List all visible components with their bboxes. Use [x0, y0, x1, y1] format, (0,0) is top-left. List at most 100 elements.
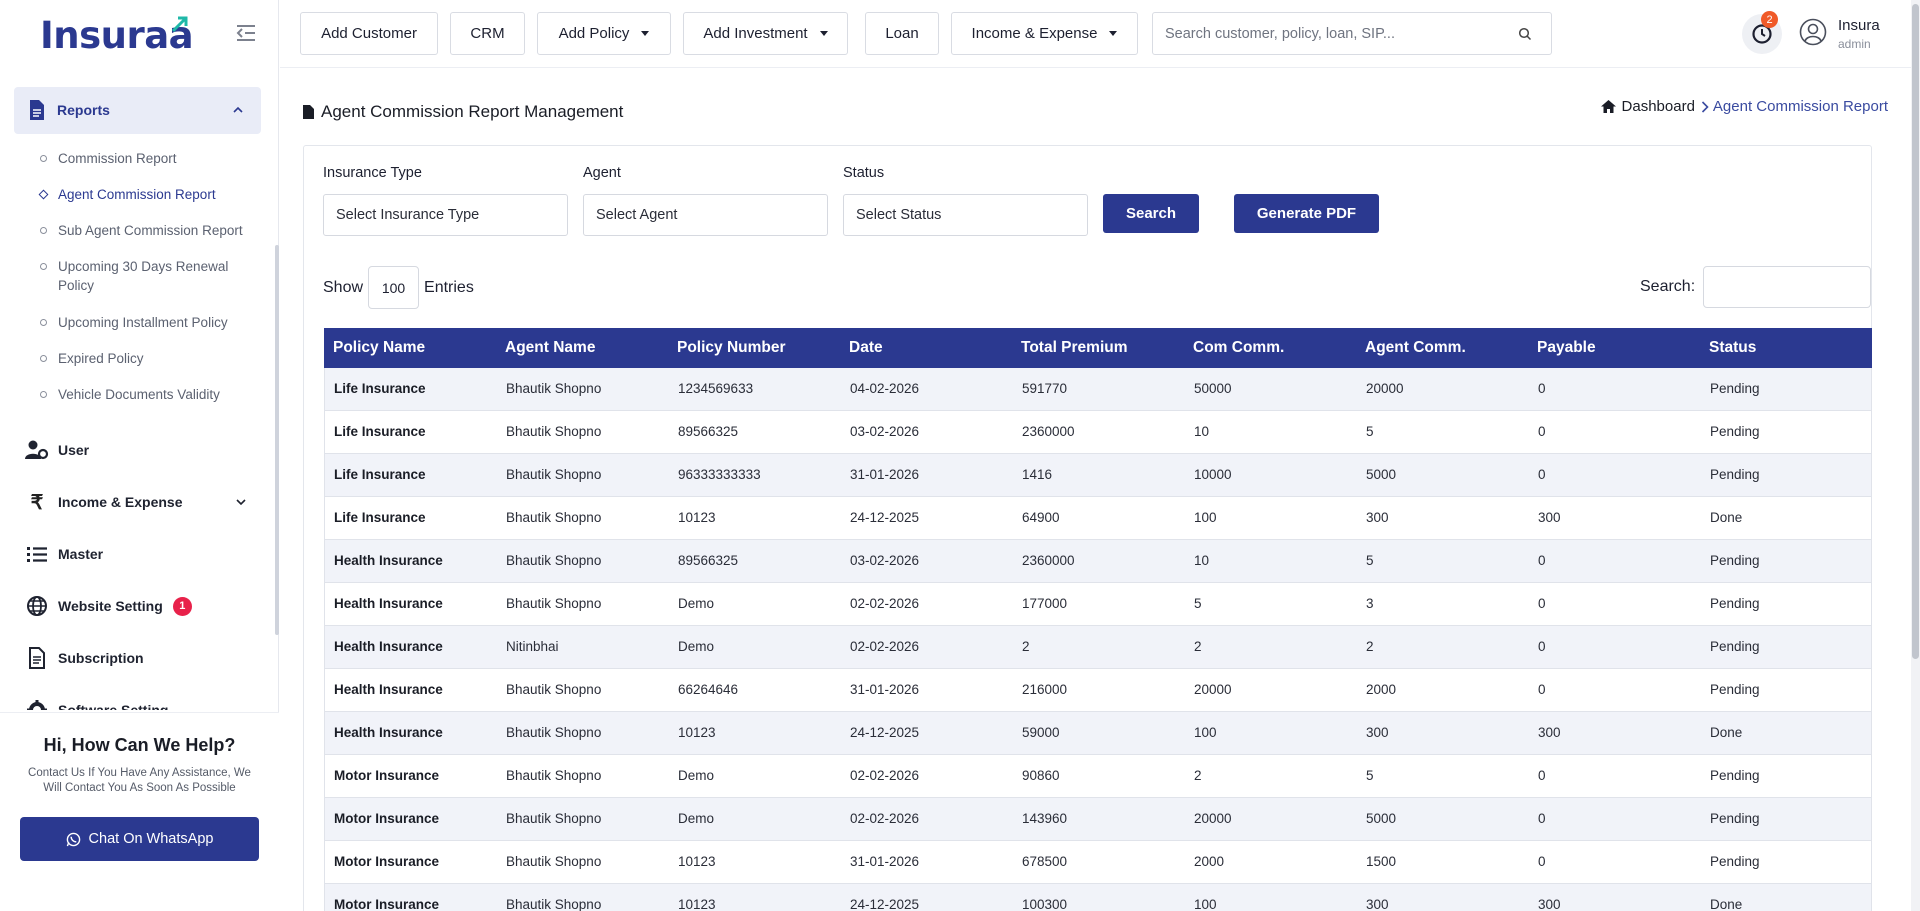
cell-com-comm: 20000: [1194, 682, 1232, 697]
page-title: Agent Commission Report Management: [302, 102, 623, 122]
status-select[interactable]: Select Status: [843, 194, 1088, 236]
cell-payable: 0: [1538, 639, 1546, 654]
col-status[interactable]: Status: [1709, 339, 1757, 356]
sidebar: Insuraa Reports Commission Report Agent …: [0, 0, 279, 911]
cell-status: Done: [1710, 897, 1743, 911]
cell-com-comm: 10: [1194, 424, 1210, 439]
sidebar-sub-upcoming-renewal[interactable]: Upcoming 30 Days Renewal Policy: [40, 257, 265, 295]
table-row: Motor Insurance Bhautik Shopno 10123 31-01-…: [324, 841, 1872, 884]
sidebar-sub-commission-report[interactable]: Commission Report: [40, 149, 265, 168]
user-circle-icon[interactable]: [1799, 18, 1827, 46]
table-row: Health Insurance Nitinbhai Demo 02-02-2026 2…: [324, 626, 1872, 669]
cell-policy-name: Motor Insurance: [334, 768, 440, 783]
sidebar-item-website-setting[interactable]: Website Setting 1: [24, 594, 264, 618]
sidebar-sub-agent-commission-report[interactable]: Agent Commission Report: [38, 185, 265, 204]
caret-down-icon: [1109, 31, 1118, 36]
sidebar-item-income-expense[interactable]: ₹ Income & Expense: [24, 490, 264, 514]
table-row: Motor Insurance Bhautik Shopno Demo 02-02-2…: [324, 798, 1872, 841]
cell-total-premium: 216000: [1022, 682, 1068, 697]
col-com-comm[interactable]: Com Comm.: [1193, 339, 1285, 356]
add-policy-button[interactable]: Add Policy: [537, 12, 671, 55]
insurance-type-label: Insurance Type: [323, 165, 422, 181]
cell-date: 24-12-2025: [850, 510, 920, 525]
user-name[interactable]: Insura: [1838, 17, 1880, 34]
insurance-type-select[interactable]: Select Insurance Type: [323, 194, 568, 236]
chat-whatsapp-button[interactable]: Chat On WhatsApp: [20, 817, 259, 861]
sidebar-sub-vehicle-documents[interactable]: Vehicle Documents Validity: [40, 385, 265, 404]
cell-total-premium: 2360000: [1022, 424, 1075, 439]
sidebar-item-master[interactable]: Master: [24, 542, 264, 566]
cell-status: Pending: [1710, 424, 1760, 439]
col-policy-number[interactable]: Policy Number: [677, 339, 786, 356]
cell-payable: 0: [1538, 424, 1546, 439]
sidebar-item-user[interactable]: User: [24, 438, 264, 462]
agent-label: Agent: [583, 165, 621, 181]
cell-agent-name: Nitinbhai: [506, 639, 559, 654]
cell-policy-name: Health Insurance: [334, 553, 443, 568]
global-search-input[interactable]: [1165, 23, 1505, 45]
col-date[interactable]: Date: [849, 339, 883, 356]
cell-agent-name: Bhautik Shopno: [506, 725, 602, 740]
cell-status: Pending: [1710, 596, 1760, 611]
sidebar-item-subscription[interactable]: Subscription: [24, 646, 264, 670]
cell-policy-number: Demo: [678, 596, 715, 611]
table-search-input[interactable]: [1703, 266, 1872, 308]
cell-date: 03-02-2026: [850, 553, 920, 568]
cell-policy-number: 10123: [678, 854, 716, 869]
col-agent-comm[interactable]: Agent Comm.: [1365, 339, 1466, 356]
cell-com-comm: 100: [1194, 510, 1217, 525]
sidebar-sub-sub-agent-commission-report[interactable]: Sub Agent Commission Report: [40, 221, 265, 240]
cell-agent-name: Bhautik Shopno: [506, 854, 602, 869]
col-agent-name[interactable]: Agent Name: [505, 339, 596, 356]
sidebar-scrollbar[interactable]: [275, 245, 279, 635]
sidebar-collapse-icon[interactable]: [234, 22, 258, 44]
caret-down-icon: [641, 31, 650, 36]
col-payable[interactable]: Payable: [1537, 339, 1596, 356]
add-customer-button[interactable]: Add Customer: [300, 12, 438, 55]
logo[interactable]: Insuraa: [0, 0, 278, 70]
cell-agent-name: Bhautik Shopno: [506, 682, 602, 697]
cell-policy-number: 89566325: [678, 424, 739, 439]
add-investment-button[interactable]: Add Investment: [683, 12, 848, 55]
cell-date: 03-02-2026: [850, 424, 920, 439]
sidebar-sub-upcoming-installment[interactable]: Upcoming Installment Policy: [40, 313, 265, 332]
clock-icon: [1752, 24, 1772, 44]
sidebar-item-reports[interactable]: Reports: [14, 87, 261, 134]
cell-status: Pending: [1710, 553, 1760, 568]
cell-date: 04-02-2026: [850, 381, 920, 396]
topbar: Add Customer CRM Add Policy Add Investme…: [280, 0, 1920, 68]
page-scrollbar[interactable]: [1911, 0, 1920, 911]
cell-total-premium: 1416: [1022, 467, 1053, 482]
cell-status: Done: [1710, 510, 1743, 525]
agent-select[interactable]: Select Agent: [583, 194, 828, 236]
col-total-premium[interactable]: Total Premium: [1021, 339, 1128, 356]
cell-payable: 300: [1538, 510, 1561, 525]
generate-pdf-button[interactable]: Generate PDF: [1234, 194, 1379, 233]
cell-com-comm: 2: [1194, 639, 1202, 654]
loan-button[interactable]: Loan: [865, 12, 939, 55]
cell-policy-name: Life Insurance: [334, 424, 426, 439]
income-expense-button[interactable]: Income & Expense: [951, 12, 1138, 55]
cell-date: 31-01-2026: [850, 682, 920, 697]
cell-date: 02-02-2026: [850, 596, 920, 611]
entries-select[interactable]: 100: [368, 266, 420, 309]
cell-agent-comm: 3: [1366, 596, 1374, 611]
col-policy-name[interactable]: Policy Name: [333, 339, 426, 356]
chevron-right-icon: [1701, 100, 1709, 113]
crm-button[interactable]: CRM: [450, 12, 525, 55]
breadcrumb-home[interactable]: Dashboard: [1600, 98, 1695, 115]
search-icon[interactable]: [1518, 27, 1532, 41]
cell-agent-name: Bhautik Shopno: [506, 553, 602, 568]
document-icon: [24, 647, 50, 669]
sidebar-item-software-setting[interactable]: Software Setting: [24, 698, 264, 710]
table-row: Motor Insurance Bhautik Shopno Demo 02-02-2…: [324, 755, 1872, 798]
notification-badge: 2: [1761, 11, 1778, 28]
cell-payable: 0: [1538, 854, 1546, 869]
table-row: Health Insurance Bhautik Shopno Demo 02-02-…: [324, 583, 1872, 626]
table-header: Policy Name Agent Name Policy Number Dat…: [324, 328, 1872, 368]
search-button[interactable]: Search: [1103, 194, 1199, 233]
table-row: Life Insurance Bhautik Shopno 89566325 03-0…: [324, 411, 1872, 454]
cell-date: 31-01-2026: [850, 467, 920, 482]
cell-payable: 0: [1538, 682, 1546, 697]
sidebar-sub-expired-policy[interactable]: Expired Policy: [40, 349, 265, 368]
